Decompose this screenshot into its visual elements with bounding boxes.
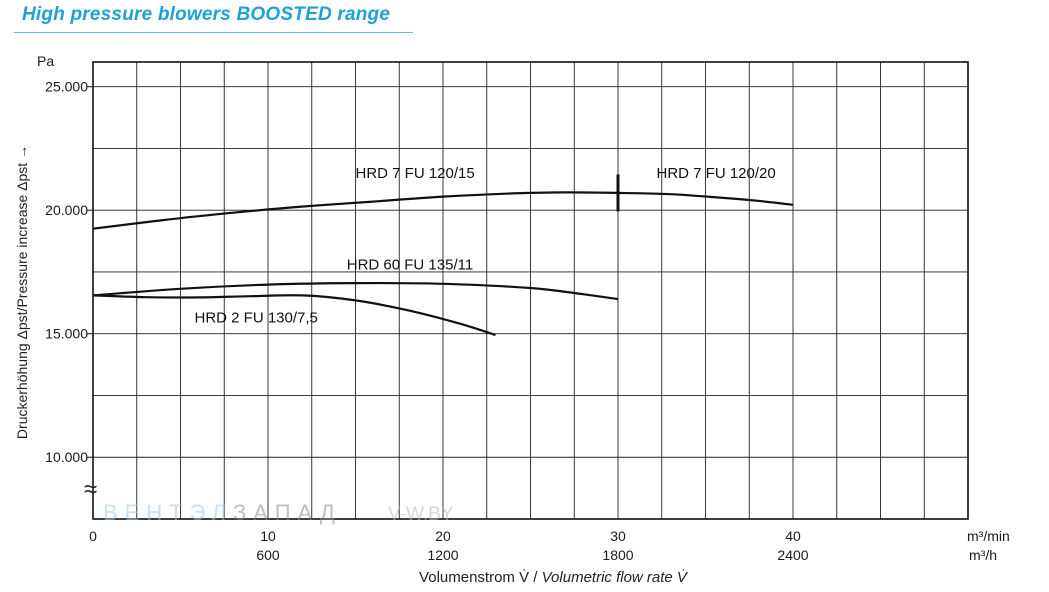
y-tick-label: 20.000 [45,202,88,218]
x-tick-label-primary: 0 [89,528,97,544]
series-label: HRD 7 FU 120/15 [356,165,475,182]
x-unit-primary: m³/min [967,528,1010,544]
x-tick-label-primary: 30 [610,528,626,544]
x-tick-label-secondary: 1200 [427,547,458,563]
y-tick-label: 15.000 [45,326,88,342]
y-tick-label: 25.000 [45,79,88,95]
x-axis-label-de: Volumenstrom V̇ / [419,569,542,586]
curve-labels: HRD 7 FU 120/15 HRD 7 FU 120/20 HRD 60 FU … [195,165,776,327]
x-unit-secondary: m³/h [969,547,997,563]
x-tick-label-primary: 20 [435,528,451,544]
x-tick-label-primary: 10 [260,528,276,544]
series-line [617,191,794,206]
y-unit-label: Pa [37,53,54,69]
x-tick-label-secondary: 1800 [602,547,633,563]
grid [93,62,968,519]
x-axis-label-en: Volumetric flow rate V̇ [542,569,689,586]
y-axis-label: Druckerhöhung Δpst/Pressure increase Δps… [14,145,30,439]
axis-break-icon: ≈ [84,476,97,503]
x-tick-label-secondary: 2400 [777,547,808,563]
series-label: HRD 7 FU 120/20 [657,165,776,182]
y-tick-label: 10.000 [45,449,88,465]
series-line [92,294,496,337]
series-label: HRD 60 FU 135/11 [347,257,473,274]
series-line [92,281,619,301]
series [92,174,794,337]
x-tick-labels: 0 10 20 30 40 600 1200 1800 2400 [89,528,809,563]
x-axis-label: Volumenstrom V̇ / Volumetric flow rate V… [419,569,689,586]
watermark-left: ВЕНТЭЛ [103,500,233,525]
watermark: ВЕНТЭЛ ЗАПАД V-W.BY [103,500,454,525]
watermark-site: V-W.BY [388,504,454,525]
series-label: HRD 2 FU 130/7,5 [195,310,318,327]
title-underline [14,32,413,33]
series-line [92,191,619,230]
x-tick-label-secondary: 600 [256,547,280,563]
y-tick-labels: 10.000 15.000 20.000 25.000 [45,79,93,465]
x-tick-label-primary: 40 [785,528,801,544]
chart-title: High pressure blowers BOOSTED range [22,4,391,25]
watermark-right: ЗАПАД [233,500,342,525]
plot-frame [92,61,969,520]
